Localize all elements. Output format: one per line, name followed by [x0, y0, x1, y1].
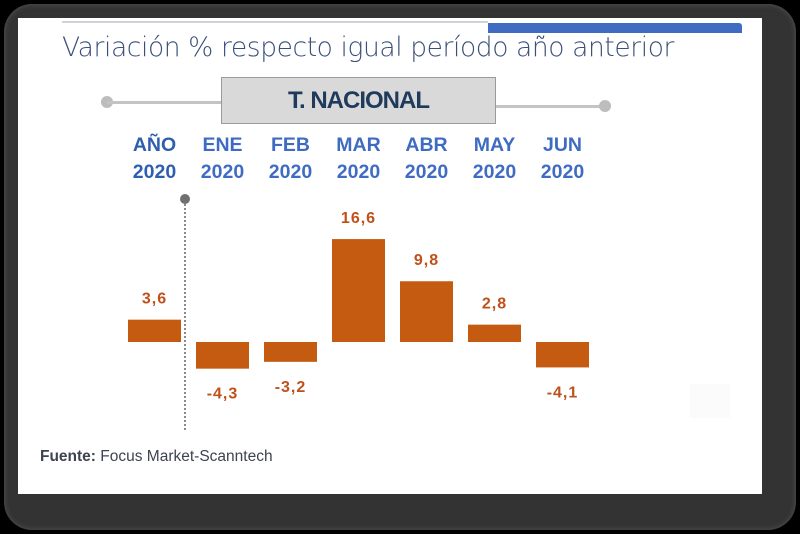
- data-label: -3,2: [275, 379, 307, 396]
- bar: [400, 281, 453, 342]
- bar: [332, 239, 385, 342]
- column-header: JUN 2020: [528, 132, 598, 186]
- data-label: 3,6: [142, 291, 167, 308]
- bars-group: [128, 239, 589, 369]
- column-header-month: MAR: [336, 134, 381, 156]
- column-header-month: AÑO: [132, 134, 177, 156]
- region-box: T. NACIONAL: [221, 77, 496, 124]
- source-text: Focus Market-Scanntech: [100, 448, 273, 465]
- column-header-year: 2020: [268, 161, 313, 183]
- column-header-year: 2020: [336, 161, 381, 183]
- data-label: -4,3: [207, 386, 239, 403]
- year-divider: [180, 194, 190, 430]
- data-label: -4,1: [547, 384, 579, 401]
- source-note: Fuente: Focus Market-Scanntech: [40, 448, 273, 466]
- region-label: T. NACIONAL: [288, 86, 430, 114]
- column-header: MAR 2020: [324, 132, 394, 186]
- column-header-month: JUN: [542, 134, 582, 156]
- bar: [264, 342, 317, 362]
- column-header-month: MAY: [473, 134, 516, 156]
- source-label: Fuente:: [40, 448, 96, 465]
- data-label: 16,6: [341, 210, 376, 227]
- column-header-month: ABR: [405, 134, 448, 156]
- column-header-year: 2020: [132, 161, 177, 183]
- connector-line-left: [107, 101, 221, 104]
- column-header-year: 2020: [472, 161, 517, 183]
- faint-overlay-box: [690, 384, 730, 418]
- bar: [128, 319, 181, 342]
- divider-dot: [180, 194, 190, 204]
- value-labels-group: 3,6 -4,3 -3,2 16,6 9,8 2,8 -4,1: [142, 210, 579, 403]
- bar: [468, 324, 521, 342]
- column-header-year: 2020: [540, 161, 585, 183]
- top-divider: [62, 21, 488, 23]
- column-header: ENE 2020: [188, 132, 258, 186]
- column-header-year: 2020: [200, 161, 245, 183]
- connector-line-right: [496, 105, 604, 108]
- column-header-year: 2020: [404, 161, 449, 183]
- data-label: 2,8: [482, 296, 507, 313]
- bar: [196, 342, 249, 369]
- top-accent-bar: [488, 23, 742, 33]
- chart-title: Variación % respecto igual período año a…: [62, 32, 675, 63]
- data-label: 9,8: [414, 252, 439, 269]
- column-header: FEB 2020: [256, 132, 326, 186]
- connector-dot-right: [599, 100, 611, 112]
- column-header-month: ENE: [202, 134, 243, 156]
- column-header: AÑO 2020: [120, 132, 190, 186]
- column-header: ABR 2020: [392, 132, 462, 186]
- column-header-month: FEB: [271, 134, 310, 156]
- column-header: MAY 2020: [460, 132, 530, 186]
- bar: [536, 342, 589, 368]
